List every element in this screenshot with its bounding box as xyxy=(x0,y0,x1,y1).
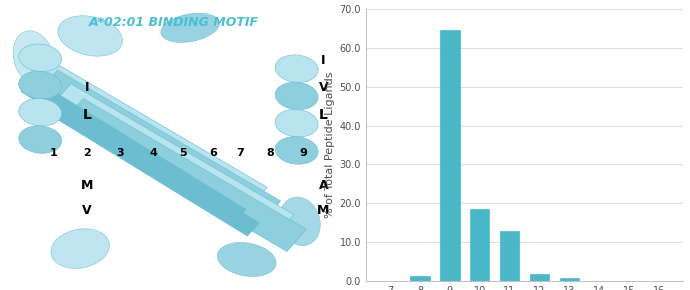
Y-axis label: % of Total Peptide Ligands: % of Total Peptide Ligands xyxy=(326,72,335,218)
Text: 6: 6 xyxy=(210,148,217,158)
Text: 9: 9 xyxy=(299,148,307,158)
Ellipse shape xyxy=(161,13,219,42)
Polygon shape xyxy=(21,79,246,222)
Text: A: A xyxy=(319,180,328,192)
Bar xyxy=(530,274,549,281)
Polygon shape xyxy=(63,99,306,251)
Text: 2: 2 xyxy=(83,148,90,158)
Text: I: I xyxy=(85,81,89,94)
Text: V: V xyxy=(82,204,92,217)
Ellipse shape xyxy=(51,229,110,268)
Text: A*02:01: A*02:01 xyxy=(493,0,555,3)
Bar xyxy=(500,231,520,281)
Bar xyxy=(440,30,460,281)
Ellipse shape xyxy=(19,126,61,153)
Text: I: I xyxy=(321,54,326,67)
Ellipse shape xyxy=(58,16,122,56)
Polygon shape xyxy=(23,57,267,212)
Polygon shape xyxy=(36,70,281,225)
Ellipse shape xyxy=(275,109,318,137)
Ellipse shape xyxy=(217,242,276,277)
Ellipse shape xyxy=(19,71,61,99)
Polygon shape xyxy=(34,92,259,236)
Bar xyxy=(411,276,430,281)
Text: L: L xyxy=(319,108,328,122)
Bar xyxy=(470,209,489,281)
Text: L: L xyxy=(82,108,91,122)
Text: M: M xyxy=(317,204,329,217)
Text: A*02:01 BINDING MOTIF: A*02:01 BINDING MOTIF xyxy=(88,15,259,28)
Text: M: M xyxy=(81,180,93,192)
Text: 1: 1 xyxy=(50,148,57,158)
Text: 4: 4 xyxy=(150,148,157,158)
Bar xyxy=(560,278,579,281)
Ellipse shape xyxy=(279,197,320,246)
Ellipse shape xyxy=(19,44,61,72)
Text: 3: 3 xyxy=(117,148,124,158)
Polygon shape xyxy=(50,84,294,239)
Ellipse shape xyxy=(275,82,318,110)
Text: V: V xyxy=(319,81,328,94)
Text: 7: 7 xyxy=(236,148,244,158)
Ellipse shape xyxy=(13,31,54,85)
Ellipse shape xyxy=(275,55,318,82)
Text: 8: 8 xyxy=(266,148,274,158)
Text: 5: 5 xyxy=(179,148,187,158)
Ellipse shape xyxy=(275,137,318,164)
Ellipse shape xyxy=(19,99,61,126)
